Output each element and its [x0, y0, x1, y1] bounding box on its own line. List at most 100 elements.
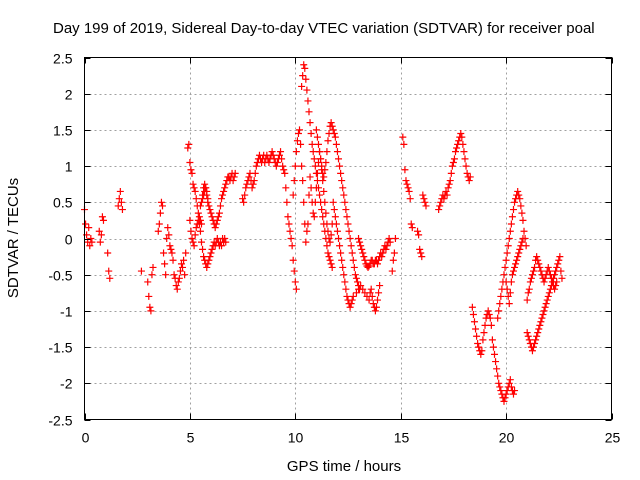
data-point	[517, 242, 525, 250]
data-point	[250, 177, 258, 185]
data-point	[501, 263, 509, 271]
data-point	[161, 260, 169, 268]
data-point	[330, 206, 338, 214]
data-point	[504, 292, 512, 300]
data-point	[202, 184, 210, 192]
data-point	[304, 220, 312, 228]
data-point	[515, 191, 523, 199]
data-point	[503, 285, 511, 293]
data-point	[114, 202, 122, 210]
data-point	[366, 289, 374, 297]
data-point	[278, 155, 286, 163]
data-point	[492, 358, 500, 366]
data-point	[514, 253, 522, 261]
data-point	[290, 267, 298, 275]
data-point	[469, 311, 477, 319]
data-point	[272, 162, 280, 170]
data-point	[154, 227, 162, 235]
data-point	[97, 231, 105, 239]
data-point	[358, 245, 366, 253]
data-point	[497, 387, 505, 395]
data-point	[343, 292, 351, 300]
data-point	[486, 314, 494, 322]
data-point	[487, 321, 495, 329]
data-point	[484, 307, 492, 315]
data-point	[167, 245, 175, 253]
data-point	[303, 86, 311, 94]
data-point	[374, 296, 382, 304]
data-point	[329, 126, 337, 134]
data-point	[300, 61, 308, 69]
data-point	[144, 278, 152, 286]
data-point	[312, 126, 320, 134]
data-point	[317, 198, 325, 206]
data-point	[518, 238, 526, 246]
data-point	[199, 245, 207, 253]
data-point	[116, 187, 124, 195]
data-point	[340, 271, 348, 279]
data-point	[243, 180, 251, 188]
data-point	[331, 213, 339, 221]
data-point	[201, 180, 209, 188]
data-point	[322, 209, 330, 217]
data-point	[534, 329, 542, 337]
data-point	[181, 271, 189, 279]
data-point	[182, 249, 190, 257]
data-point	[313, 133, 321, 141]
data-point	[82, 220, 90, 228]
data-point	[137, 267, 145, 275]
data-point	[537, 318, 545, 326]
data-point	[359, 285, 367, 293]
data-point	[369, 300, 377, 308]
data-point	[478, 347, 486, 355]
data-point	[414, 227, 422, 235]
data-point	[294, 130, 302, 138]
data-point	[327, 260, 335, 268]
data-point	[190, 242, 198, 250]
data-point	[389, 256, 397, 264]
data-point	[332, 140, 340, 148]
data-point	[292, 148, 300, 156]
data-point	[507, 383, 515, 391]
data-point	[509, 206, 517, 214]
data-point	[192, 195, 200, 203]
data-point	[296, 126, 304, 134]
data-point	[470, 318, 478, 326]
data-point	[300, 198, 308, 206]
data-point	[518, 209, 526, 217]
data-point	[240, 198, 248, 206]
data-point	[551, 285, 559, 293]
data-point	[496, 383, 504, 391]
data-point	[206, 206, 214, 214]
data-point	[372, 303, 380, 311]
data-point	[177, 260, 185, 268]
y-tick-label: 1	[65, 159, 73, 175]
data-point	[169, 256, 177, 264]
data-point	[508, 213, 516, 221]
data-point	[231, 169, 239, 177]
data-point	[204, 260, 212, 268]
data-point	[399, 133, 407, 141]
data-point	[280, 166, 288, 174]
data-point	[197, 198, 205, 206]
data-point	[279, 162, 287, 170]
data-point	[494, 372, 502, 380]
data-point	[459, 140, 467, 148]
data-point	[544, 292, 552, 300]
data-point	[325, 253, 333, 261]
data-point	[95, 227, 103, 235]
data-point	[375, 289, 383, 297]
data-point	[506, 289, 514, 297]
data-point	[214, 213, 222, 221]
data-point	[519, 216, 527, 224]
data-point	[465, 177, 473, 185]
data-point	[472, 325, 480, 333]
data-point	[337, 169, 345, 177]
data-point	[378, 253, 386, 261]
data-point	[388, 267, 396, 275]
data-point	[493, 365, 501, 373]
data-point	[284, 213, 292, 221]
data-point	[517, 202, 525, 210]
data-point	[346, 235, 354, 242]
data-point	[146, 303, 154, 311]
